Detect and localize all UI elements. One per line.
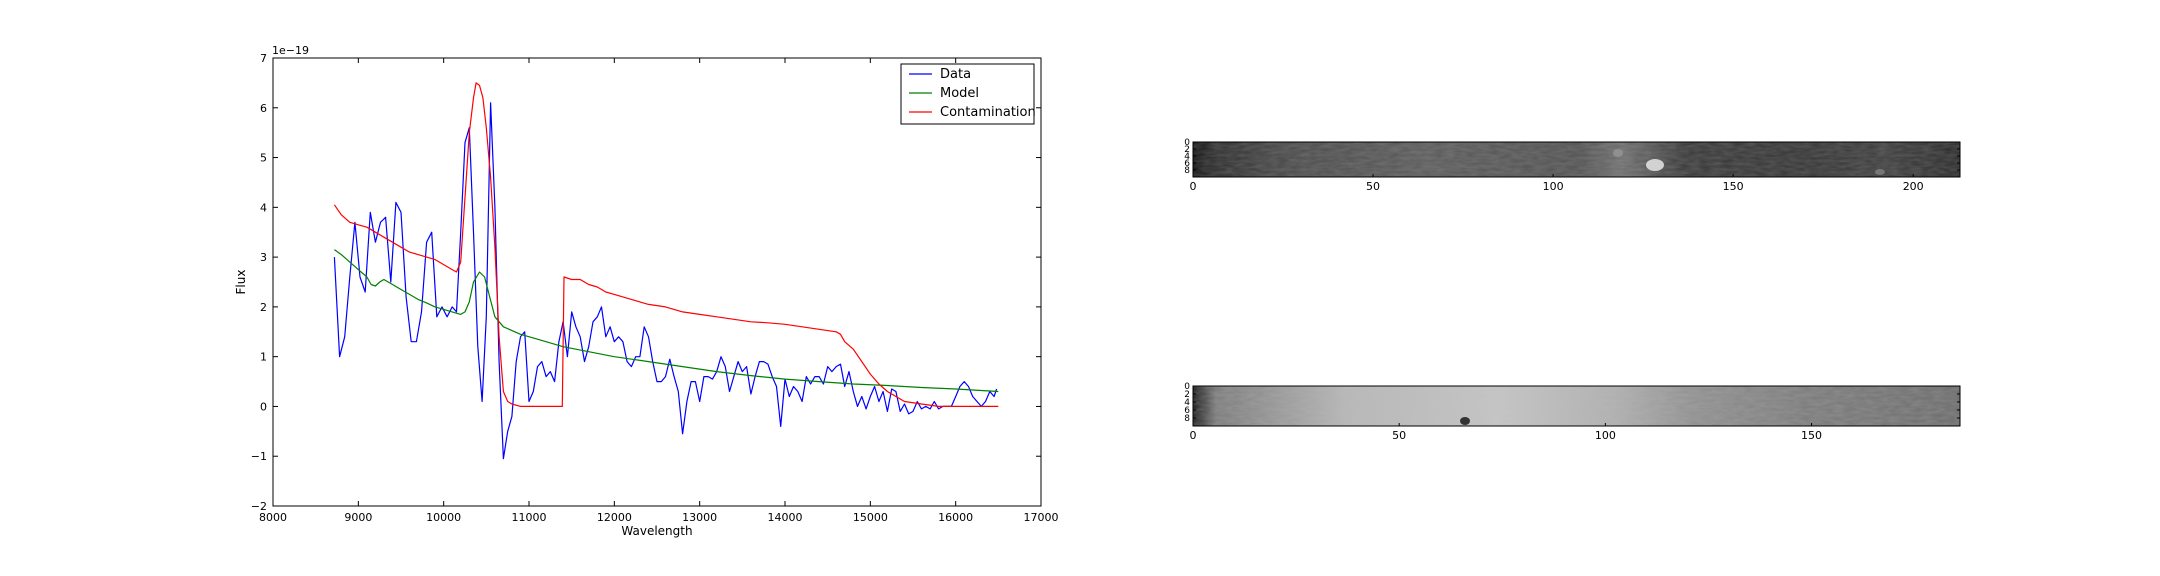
top-image-x-tick-label: 0 <box>1190 180 1197 193</box>
bottom-image-x-tick-label: 100 <box>1595 429 1616 442</box>
top-image-x-tick-label: 150 <box>1723 180 1744 193</box>
top-image-y-tick-label: 2 <box>1184 145 1190 155</box>
y-tick-label: 6 <box>260 102 267 115</box>
legend-label-contamination: Contamination <box>940 105 1036 120</box>
y-tick-label: −1 <box>251 450 267 463</box>
legend-label-model: Model <box>940 86 979 101</box>
x-tick-label: 15000 <box>853 511 888 524</box>
x-tick-label: 8000 <box>259 511 287 524</box>
y-axis-ticks: −2 −1 0 1 2 3 4 5 6 7 <box>251 52 1041 513</box>
bottom-image-y-tick-label: 6 <box>1184 406 1190 416</box>
spectrum-image-top-bright-spot-3 <box>1875 169 1885 175</box>
x-axis-label: Wavelength <box>621 524 692 538</box>
spectrum-image-top-bright-spot <box>1646 159 1664 171</box>
bottom-image-x-tick-label: 150 <box>1801 429 1822 442</box>
y-tick-label: 0 <box>260 400 267 413</box>
top-image-y-tick-label: 0 <box>1184 138 1190 148</box>
legend: Data Model Contamination <box>900 63 1036 125</box>
y-tick-label: 1 <box>260 351 267 364</box>
bottom-image-y-tick-label: 8 <box>1184 414 1190 424</box>
x-tick-label: 17000 <box>1024 511 1059 524</box>
y-tick-label: 5 <box>260 152 267 165</box>
y-tick-label: 2 <box>260 301 267 314</box>
top-image-y-tick-label: 6 <box>1184 159 1190 169</box>
spectrum-axes-frame <box>272 57 1042 507</box>
top-image-x-tick-label: 100 <box>1543 180 1564 193</box>
top-image-x-tick-label: 200 <box>1903 180 1924 193</box>
spectrum-image-bottom-dark-spot <box>1460 417 1470 425</box>
spectrum-image-bottom-frame <box>1192 385 1961 427</box>
x-tick-label: 12000 <box>597 511 632 524</box>
bottom-image-y-tick-label: 4 <box>1184 398 1190 408</box>
y-tick-label: 4 <box>260 201 267 214</box>
x-tick-label: 14000 <box>768 511 803 524</box>
top-image-x-ticks: 0 50 100 150 200 <box>1190 174 1924 193</box>
series-line-contamination <box>333 82 999 407</box>
top-image-y-tick-label: 8 <box>1184 166 1190 176</box>
y-axis-label: Flux <box>234 270 248 295</box>
bottom-image-y-tick-label: 2 <box>1184 390 1190 400</box>
spectrum-image-top-frame <box>1192 141 1961 178</box>
x-tick-label: 9000 <box>344 511 372 524</box>
x-tick-label: 16000 <box>938 511 973 524</box>
x-tick-label: 11000 <box>512 511 547 524</box>
top-image-y-tick-label: 4 <box>1184 152 1190 162</box>
bottom-image-x-tick-label: 0 <box>1190 429 1197 442</box>
spectrum-plot: 8000 9000 10000 11000 12000 13000 14000 15000 16… <box>234 44 1059 538</box>
series-line-model <box>334 249 999 393</box>
top-image-x-tick-label: 50 <box>1366 180 1380 193</box>
y-tick-label: 3 <box>260 251 267 264</box>
x-tick-label: 13000 <box>682 511 717 524</box>
bottom-image-y-tick-label: 0 <box>1184 382 1190 392</box>
y-tick-label: −2 <box>251 500 267 513</box>
series-lines <box>333 82 999 460</box>
bottom-image-x-tick-label: 50 <box>1392 429 1406 442</box>
y-tick-label: 7 <box>260 52 267 65</box>
legend-label-data: Data <box>940 67 971 82</box>
spectrum-image-top-noise <box>1193 142 1960 177</box>
series-line-data <box>333 102 998 460</box>
spectrum-image-bottom-noise <box>1193 386 1960 426</box>
x-tick-label: 10000 <box>426 511 461 524</box>
y-offset-text: 1e−19 <box>272 44 309 57</box>
spectrum-image-top-bright-spot-2 <box>1613 149 1623 157</box>
bottom-image-x-ticks: 0 50 100 150 <box>1190 423 1822 442</box>
x-axis-ticks: 8000 9000 10000 11000 12000 13000 14000 15000 16… <box>259 58 1059 524</box>
